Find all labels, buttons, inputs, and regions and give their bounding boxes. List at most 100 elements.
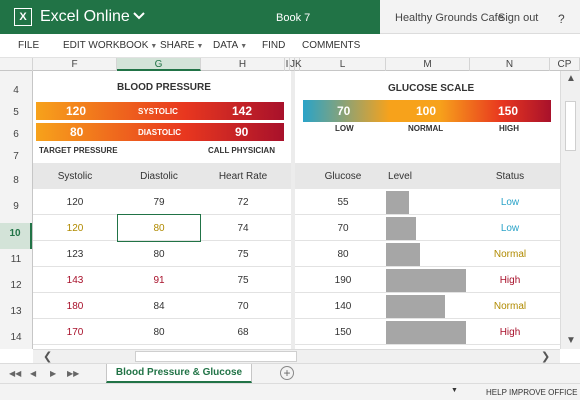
workbook-name[interactable]: Book 7 bbox=[276, 12, 311, 24]
cell-diastolic[interactable]: 80 bbox=[153, 223, 165, 234]
scroll-left-icon[interactable]: ❮ bbox=[43, 351, 53, 363]
table-row: 190 High bbox=[295, 267, 560, 293]
horizontal-scroll-thumb[interactable] bbox=[135, 351, 297, 362]
cell-glucose[interactable]: 150 bbox=[334, 327, 352, 338]
scroll-right-icon[interactable]: ❯ bbox=[541, 351, 551, 363]
cell-diastolic[interactable]: 79 bbox=[153, 197, 165, 208]
cell-heart-rate[interactable]: 70 bbox=[237, 301, 249, 312]
cell-diastolic[interactable]: 84 bbox=[153, 301, 165, 312]
app-header: X Excel Online Book 7 bbox=[0, 0, 380, 34]
help-icon[interactable]: ? bbox=[558, 12, 565, 26]
row-header[interactable]: 11 bbox=[10, 254, 22, 265]
sheet-tab-blood-pressure-glucose[interactable]: Blood Pressure & Glucose bbox=[106, 364, 252, 383]
cell-heart-rate[interactable]: 72 bbox=[237, 197, 249, 208]
diastolic-label: DIASTOLIC bbox=[138, 128, 181, 137]
sign-out-link[interactable]: Sign out bbox=[498, 12, 539, 24]
select-all-corner[interactable] bbox=[0, 58, 33, 71]
cell-status[interactable]: High bbox=[499, 275, 521, 286]
prev-sheet-icon[interactable]: ◀ bbox=[30, 369, 37, 378]
row-header[interactable]: 14 bbox=[10, 332, 22, 343]
column-header[interactable]: K bbox=[295, 58, 302, 71]
cell-heart-rate[interactable]: 75 bbox=[237, 275, 249, 286]
worksheet-grid[interactable]: BLOOD PRESSURE 120 SYSTOLIC 142 80 DIAST… bbox=[33, 71, 560, 349]
glucose-table-header: Glucose Level Status bbox=[295, 163, 560, 189]
scroll-up-icon[interactable]: ▲ bbox=[566, 73, 576, 84]
cell-systolic[interactable]: 120 bbox=[66, 197, 84, 208]
cell-diastolic[interactable]: 91 bbox=[153, 275, 165, 286]
column-header[interactable]: CP bbox=[550, 58, 580, 71]
menu-find[interactable]: FIND bbox=[262, 40, 285, 51]
first-sheet-icon[interactable]: ◀◀ bbox=[9, 369, 22, 378]
last-sheet-icon[interactable]: ▶▶ bbox=[67, 369, 80, 378]
menu-data[interactable]: DATA ▼ bbox=[213, 40, 247, 51]
row-header[interactable]: 9 bbox=[13, 201, 19, 212]
cell-systolic[interactable]: 143 bbox=[66, 275, 84, 286]
column-header[interactable]: F bbox=[33, 58, 117, 71]
cell-systolic[interactable]: 123 bbox=[66, 249, 84, 260]
level-bar bbox=[386, 321, 466, 344]
row-header[interactable]: 10 bbox=[0, 223, 32, 249]
vertical-scrollbar[interactable]: ▲ ▼ bbox=[560, 71, 580, 349]
scroll-down-icon[interactable]: ▼ bbox=[566, 335, 576, 346]
column-header[interactable]: N bbox=[470, 58, 550, 71]
cell-heart-rate[interactable]: 68 bbox=[237, 327, 249, 338]
row-header[interactable]: 7 bbox=[13, 151, 19, 162]
cell-status[interactable]: Low bbox=[500, 197, 520, 208]
cell-systolic[interactable]: 120 bbox=[66, 223, 84, 234]
table-row: 120 79 72 bbox=[33, 189, 291, 215]
cell-diastolic[interactable]: 80 bbox=[153, 327, 165, 338]
row-headers: 4 5 6 7 8 9 10 11 12 13 14 bbox=[0, 71, 33, 349]
horizontal-scrollbar[interactable]: ❮ ❯ bbox=[33, 349, 560, 363]
table-row: 55 Low bbox=[295, 189, 560, 215]
excel-logo-icon[interactable]: X bbox=[14, 8, 32, 26]
sheet-tab-bar: ◀◀ ◀ ▶ ▶▶ Blood Pressure & Glucose + bbox=[0, 363, 580, 383]
column-header[interactable]: G bbox=[117, 58, 201, 71]
cell-status[interactable]: Low bbox=[500, 223, 520, 234]
row-header[interactable]: 5 bbox=[13, 107, 19, 118]
cell-heart-rate[interactable]: 74 bbox=[237, 223, 249, 234]
menu-edit-label: EDIT WORKBOOK bbox=[63, 40, 149, 51]
column-header[interactable]: H bbox=[201, 58, 285, 71]
table-row: 80 Normal bbox=[295, 241, 560, 267]
row-header[interactable]: 6 bbox=[13, 129, 19, 140]
add-sheet-icon[interactable]: + bbox=[280, 366, 294, 380]
cell-status[interactable]: Normal bbox=[493, 249, 527, 260]
cell-status[interactable]: High bbox=[499, 327, 521, 338]
vertical-scroll-thumb[interactable] bbox=[565, 101, 576, 151]
menu-share[interactable]: SHARE ▼ bbox=[160, 40, 203, 51]
cell-heart-rate[interactable]: 75 bbox=[237, 249, 249, 260]
glucose-scale-bar: 70 100 150 bbox=[303, 100, 551, 122]
header-level: Level bbox=[388, 171, 412, 182]
level-bar bbox=[386, 217, 416, 240]
cell-glucose[interactable]: 190 bbox=[334, 275, 352, 286]
column-header[interactable]: I bbox=[285, 58, 290, 71]
active-cell-outline bbox=[117, 214, 201, 242]
column-header[interactable]: M bbox=[386, 58, 470, 71]
ribbon-menu: FILE EDIT WORKBOOK ▼ SHARE ▼ DATA ▼ FIND CO… bbox=[0, 34, 580, 58]
cell-systolic[interactable]: 170 bbox=[66, 327, 84, 338]
cell-diastolic[interactable]: 80 bbox=[153, 249, 165, 260]
cell-glucose[interactable]: 80 bbox=[337, 249, 349, 260]
title-bar: X Excel Online Book 7 Healthy Grounds Ca… bbox=[0, 0, 580, 34]
row-header[interactable]: 4 bbox=[13, 85, 19, 96]
menu-comments[interactable]: COMMENTS bbox=[302, 40, 360, 51]
cell-systolic[interactable]: 180 bbox=[66, 301, 84, 312]
cell-status[interactable]: Normal bbox=[493, 301, 527, 312]
menu-edit-workbook[interactable]: EDIT WORKBOOK ▼ bbox=[63, 40, 157, 51]
cell-glucose[interactable]: 55 bbox=[337, 197, 349, 208]
cell-glucose[interactable]: 70 bbox=[337, 223, 349, 234]
row-header[interactable]: 8 bbox=[13, 175, 19, 186]
row-header[interactable]: 12 bbox=[10, 280, 22, 291]
glucose-low-label: LOW bbox=[335, 124, 354, 133]
chevron-down-icon[interactable] bbox=[132, 9, 146, 23]
cell-glucose[interactable]: 140 bbox=[334, 301, 352, 312]
app-name[interactable]: Excel Online bbox=[40, 8, 130, 25]
menu-file[interactable]: FILE bbox=[18, 40, 39, 51]
help-improve-office-link[interactable]: HELP IMPROVE OFFICE bbox=[486, 388, 578, 397]
column-header[interactable]: J bbox=[290, 58, 295, 71]
next-sheet-icon[interactable]: ▶ bbox=[50, 369, 57, 378]
account-area: Healthy Grounds Cafe Sign out ? bbox=[380, 0, 580, 34]
column-header[interactable]: L bbox=[300, 58, 386, 71]
row-header[interactable]: 13 bbox=[10, 306, 22, 317]
caret-down-icon[interactable]: ▼ bbox=[451, 387, 458, 394]
